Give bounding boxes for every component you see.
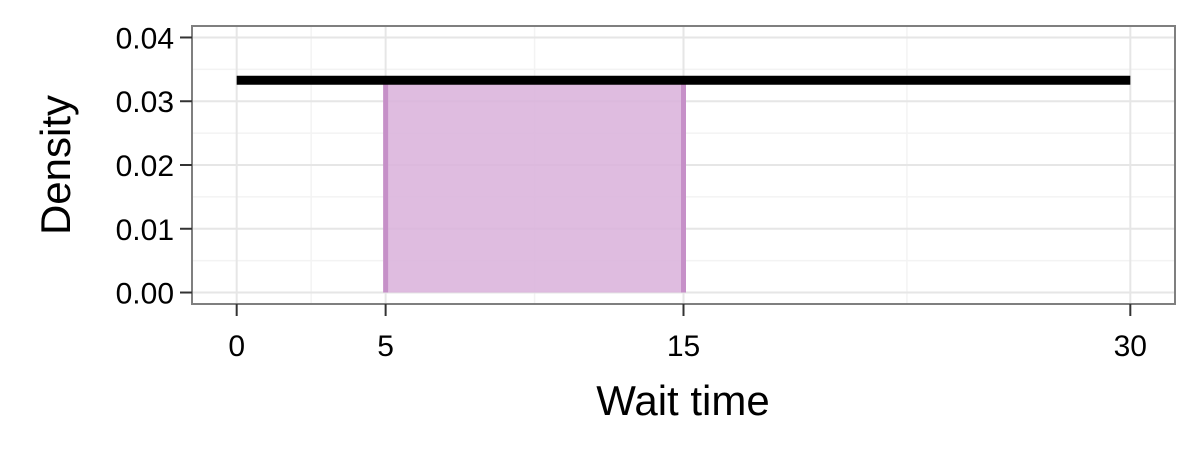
y-tick-label: 0.01	[116, 214, 174, 247]
x-axis-title: Wait time	[596, 377, 769, 424]
y-tick-label: 0.04	[116, 22, 174, 55]
x-tick-label: 30	[1114, 330, 1147, 363]
y-tick-label: 0.02	[116, 150, 174, 183]
x-tick-label: 5	[377, 330, 394, 363]
chart-marks	[236, 75, 1131, 293]
x-tick-label: 0	[228, 330, 245, 363]
shaded-probability-region	[385, 80, 684, 293]
y-tick-label: 0.00	[116, 278, 174, 311]
y-axis-title: Density	[32, 95, 79, 235]
x-axis: 0 5 15 30	[228, 304, 1147, 363]
y-tick-label: 0.03	[116, 86, 174, 119]
y-axis: 0.00 0.01 0.02 0.03 0.04	[116, 22, 192, 311]
x-tick-label: 15	[667, 330, 700, 363]
